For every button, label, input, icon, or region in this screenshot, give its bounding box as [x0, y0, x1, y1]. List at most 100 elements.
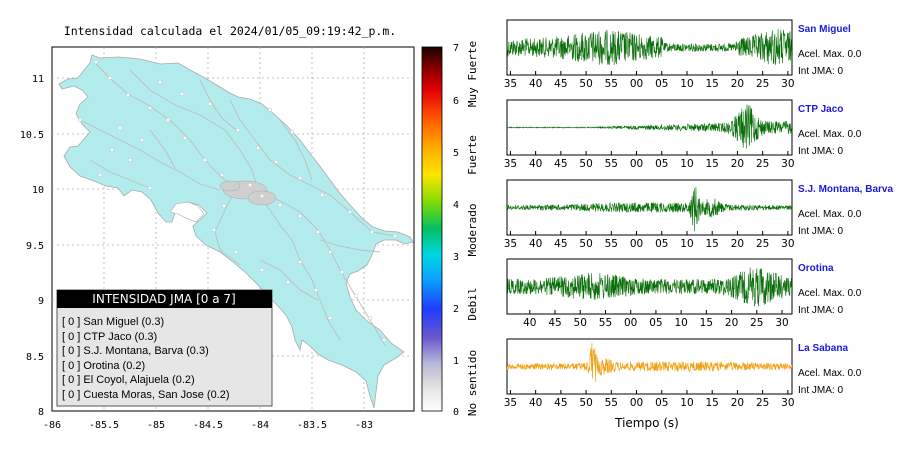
time-tick-label: 55	[605, 78, 618, 90]
time-tick-label: 35	[504, 78, 517, 90]
time-tick-label: 20	[731, 238, 744, 250]
station-marker	[118, 126, 122, 130]
legend-item: [ 0 ] Orotina (0.2)	[62, 360, 145, 372]
station-marker	[278, 203, 282, 207]
time-tick-label: 00	[630, 78, 643, 90]
intensity-colorbar: 7 6 5 4 3 2 1 0 Muy Fuerte Fuerte Modera…	[421, 41, 479, 418]
map-x-axis: -86 -85.5 -85 -84.5 -84 -83.5 -83	[43, 420, 373, 431]
station-marker	[236, 128, 240, 132]
time-tick-label: 55	[605, 238, 618, 250]
station-marker	[298, 260, 302, 264]
time-tick-label: 40	[529, 78, 542, 90]
time-tick-label: 55	[605, 397, 618, 409]
colorbar-label-debil: Debil	[466, 287, 479, 320]
legend-header	[57, 290, 272, 308]
station-marker	[298, 214, 302, 218]
station-marker	[256, 146, 260, 150]
colorbar-label-moderado: Moderado	[466, 204, 479, 257]
station-marker	[234, 250, 238, 254]
legend-title: INTENSIDAD JMA [0 a 7]	[92, 292, 235, 306]
time-axis-label: Tiempo (s)	[614, 416, 679, 430]
station-marker	[212, 228, 216, 232]
time-tick-label: 20	[731, 158, 744, 170]
seismogram-2: 35 40 45 50 55 00 05 10 15 20 25 30 S.J. Montana, Ba…	[504, 179, 893, 250]
station-marker	[328, 250, 332, 254]
colorbar-label-no-sentido: No sentido	[466, 350, 479, 416]
costa-rica-land	[58, 54, 414, 409]
x-tick: -85.5	[89, 420, 119, 431]
time-tick-label: 15	[706, 78, 719, 90]
time-tick-label: 00	[624, 317, 637, 329]
time-tick-label: 55	[599, 317, 612, 329]
station-marker	[166, 118, 170, 122]
y-tick: 11	[32, 74, 44, 85]
station-marker	[370, 230, 374, 234]
station-marker	[220, 173, 224, 177]
station-marker	[316, 230, 320, 234]
time-tick-label: 25	[756, 158, 769, 170]
station-marker	[348, 210, 352, 214]
legend-item: [ 0 ] El Coyol, Alajuela (0.2)	[62, 374, 195, 386]
station-marker	[274, 160, 278, 164]
station-marker	[260, 194, 264, 198]
station-marker	[320, 193, 324, 197]
station-marker	[393, 234, 397, 238]
seismogram-4: 35 40 45 50 55 00 05 10 15 20 25 30 La Sabana Acel. M…	[504, 338, 862, 409]
time-tick-label: 50	[579, 238, 592, 250]
time-tick-label: 15	[706, 238, 719, 250]
legend-box	[56, 289, 273, 407]
time-tick-label: 15	[706, 158, 719, 170]
time-tick-label: 20	[725, 317, 738, 329]
central-valley-urban	[219, 180, 277, 206]
station-name: La Sabana	[798, 343, 848, 354]
station-marker	[158, 80, 162, 84]
station-marker	[78, 118, 82, 122]
road-network	[79, 63, 396, 346]
colorbar-tick: 4	[453, 200, 459, 211]
time-tick-label: 25	[756, 397, 769, 409]
time-tick-label: 50	[579, 397, 592, 409]
time-tick-label: 05	[655, 397, 668, 409]
station-marker	[183, 136, 187, 140]
time-tick-label: 00	[630, 158, 643, 170]
time-tick-label: 20	[731, 78, 744, 90]
time-tick-label: 10	[680, 158, 693, 170]
y-tick: 10	[32, 185, 44, 196]
time-tick-label: 50	[579, 78, 592, 90]
time-tick-label: 45	[554, 238, 567, 250]
time-tick-label: 05	[649, 317, 662, 329]
station-jma-intensity: Int JMA: 0	[798, 226, 843, 237]
waveform-trace	[506, 29, 793, 65]
x-tick: -85	[147, 420, 165, 431]
time-tick-label: 40	[529, 238, 542, 250]
seismogram-panels: 35 40 45 50 55 00 05 10 15 20 25 30 San Miguel Acel. …	[504, 19, 893, 409]
station-max-accel: Acel. Max. 0.0	[798, 288, 862, 299]
station-marker	[222, 204, 226, 208]
time-tick-label: 20	[731, 397, 744, 409]
station-marker	[140, 138, 144, 142]
time-tick-label: 45	[548, 317, 561, 329]
station-marker	[328, 316, 332, 320]
map-panel: -86 -85.5 -85 -84.5 -84 -83.5 -83 11 10.…	[20, 46, 415, 431]
time-tick-label: 45	[554, 397, 567, 409]
station-marker	[286, 280, 290, 284]
time-tick-label: 05	[655, 158, 668, 170]
time-tick-label: 30	[781, 397, 794, 409]
time-tick-label: 15	[706, 397, 719, 409]
station-max-accel: Acel. Max. 0.0	[798, 209, 862, 220]
station-marker	[94, 60, 98, 64]
station-marker	[368, 316, 372, 320]
seismogram-1: 35 40 45 50 55 00 05 10 15 20 25 30 CTP Jaco Acel. Ma…	[504, 99, 862, 170]
station-marker	[110, 148, 114, 152]
station-name: CTP Jaco	[798, 104, 843, 115]
station-marker	[260, 268, 264, 272]
y-tick: 10.5	[20, 130, 44, 141]
x-tick: -83.5	[297, 420, 327, 431]
station-jma-intensity: Int JMA: 0	[798, 385, 843, 396]
seismogram-3: 40 45 50 55 00 05 10 15 20 25 30 Orotina Acel. Max. …	[506, 258, 862, 329]
station-marker	[126, 93, 130, 97]
waveform-trace	[506, 186, 793, 232]
waveform-trace	[506, 342, 793, 382]
station-jma-intensity: Int JMA: 0	[798, 146, 843, 157]
legend-item: [ 0 ] CTP Jaco (0.3)	[62, 331, 157, 343]
